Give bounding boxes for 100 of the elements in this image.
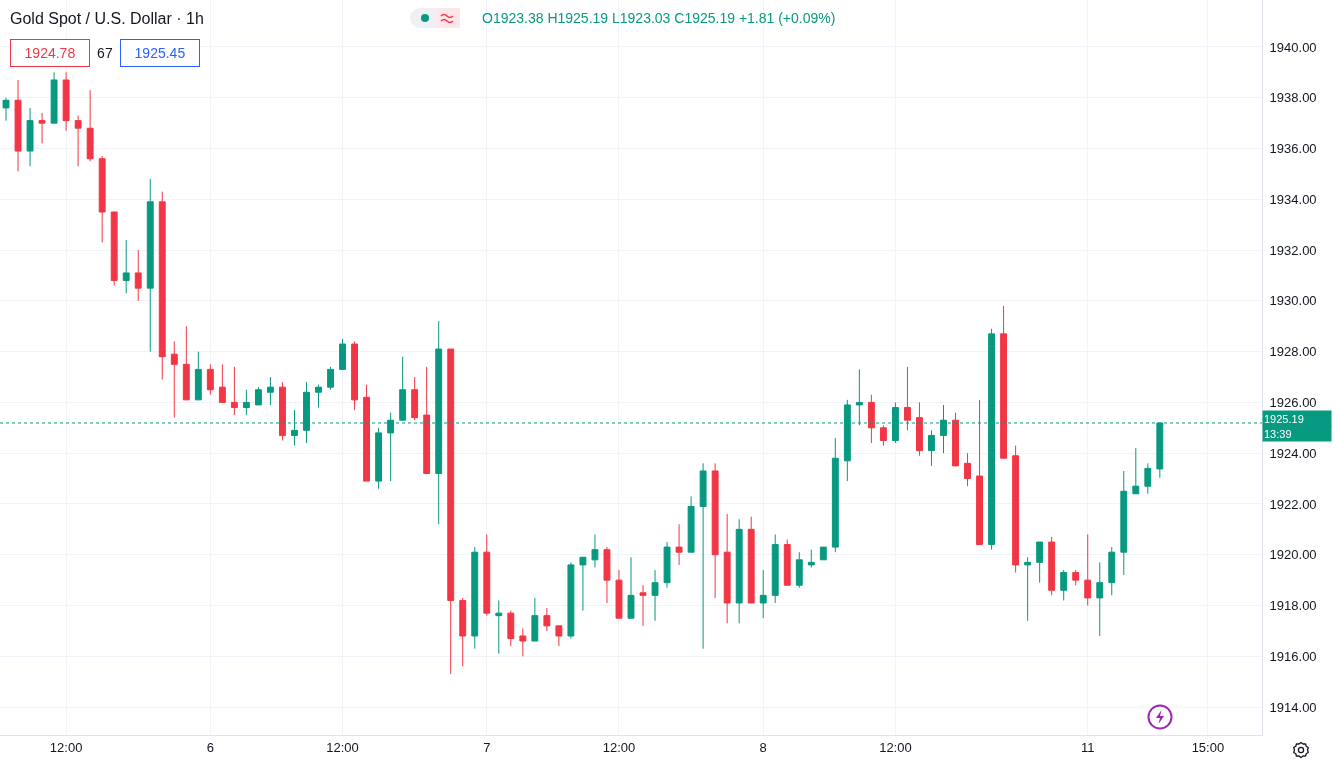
candlestick	[110, 211, 118, 287]
candlestick	[819, 546, 827, 561]
candlestick	[182, 325, 190, 401]
candlestick	[279, 381, 286, 441]
candlestick	[38, 112, 46, 144]
candlestick	[651, 569, 659, 622]
candlestick	[531, 597, 539, 642]
candlestick	[1132, 447, 1140, 495]
candlestick	[1096, 561, 1104, 637]
candlestick	[627, 556, 635, 619]
candlestick	[1048, 536, 1056, 596]
candlestick	[1036, 541, 1044, 584]
x-tick-label: 12:00	[49, 739, 83, 755]
candlestick	[603, 546, 611, 604]
candlestick	[615, 569, 623, 619]
y-tick-label: 1930.00	[1269, 293, 1317, 309]
candlestick	[1000, 305, 1008, 459]
candlestick	[1024, 556, 1032, 622]
candlestick	[928, 429, 935, 467]
candlestick	[483, 533, 491, 617]
y-tick-label: 1916.00	[1269, 648, 1317, 664]
x-tick-label: 7	[483, 739, 491, 755]
candlestick	[1072, 569, 1080, 586]
candlestick	[122, 239, 130, 294]
y-tick-label: 1922.00	[1269, 496, 1317, 512]
y-tick-label: 1926.00	[1269, 394, 1317, 410]
candlestick	[327, 366, 334, 391]
candlestick	[254, 386, 262, 406]
candlestick	[507, 610, 515, 647]
candlestick	[206, 363, 214, 396]
text: Gold Spot / U.S. Dollar · 1h	[10, 9, 204, 27]
candlestick	[831, 437, 839, 553]
candlestick	[315, 384, 322, 408]
candlestick	[759, 569, 767, 619]
candlestick	[1108, 546, 1116, 596]
candlestick	[723, 513, 731, 624]
candlestick	[1084, 533, 1092, 607]
candlestick	[170, 340, 178, 419]
candlestick	[591, 533, 599, 568]
candlestick	[230, 366, 238, 416]
y-tick-label: 1940.00	[1269, 39, 1317, 55]
candlestick	[567, 561, 575, 640]
candlestick	[519, 627, 527, 657]
candlestick	[711, 462, 719, 599]
candlestick	[735, 518, 743, 624]
candlestick	[687, 495, 695, 553]
candlestick	[242, 389, 250, 416]
y-tick-label: 1934.00	[1269, 191, 1317, 207]
annotation: 67	[97, 45, 113, 61]
candlestick	[903, 366, 911, 431]
x-tick-label: 6	[206, 739, 214, 755]
y-tick-label: 1936.00	[1269, 141, 1317, 157]
candlestick	[218, 363, 226, 403]
text: O1923.38 H1925.19 L1923.03 C1925.19 +1.81 (+0.09%)	[482, 10, 836, 26]
candlestick	[771, 533, 779, 604]
candlestick	[158, 191, 166, 381]
candlestick	[26, 107, 34, 167]
candlestick	[266, 376, 274, 406]
candlestick	[675, 523, 683, 566]
x-tick-label: 11	[1080, 739, 1095, 755]
candlestick	[375, 427, 383, 490]
candlestick	[555, 625, 563, 647]
candlestick	[783, 539, 791, 586]
x-tick-label: 12:00	[879, 739, 912, 755]
candlestick	[747, 516, 755, 604]
candlestick	[62, 71, 70, 132]
candlestick	[14, 79, 22, 172]
candlestick	[952, 412, 959, 467]
candlestick	[867, 394, 875, 444]
candlestick	[543, 607, 551, 632]
candlestick	[423, 366, 431, 474]
candlestick	[363, 384, 371, 482]
y-tick-label: 1928.00	[1269, 344, 1317, 360]
ref-line-label: 1925.19	[1264, 412, 1304, 425]
candlestick	[579, 556, 587, 612]
candlestick	[351, 340, 359, 411]
y-tick-label: 1914.00	[1269, 699, 1317, 715]
x-tick-label: 12:00	[326, 739, 359, 755]
candlestick	[447, 348, 455, 675]
candlestick	[50, 71, 58, 124]
candlestick	[795, 551, 803, 589]
candlestick	[86, 89, 94, 162]
candlestick	[339, 338, 346, 370]
candlestick	[1144, 462, 1152, 495]
y-tick-label: 1918.00	[1269, 598, 1317, 614]
y-tick-label: 1920.00	[1269, 547, 1317, 563]
x-tick-label: 8	[759, 739, 767, 755]
candlestick	[146, 178, 154, 353]
candlestick	[1012, 445, 1020, 574]
candlestick	[699, 462, 707, 650]
candlestick	[194, 351, 202, 401]
candlestick	[1120, 470, 1128, 576]
candlestick	[916, 401, 923, 457]
candlestick	[495, 599, 503, 655]
candlestick	[1060, 569, 1068, 601]
x-tick-label: 15:00	[1191, 739, 1225, 755]
candlestick	[134, 249, 142, 302]
candlestick	[74, 115, 82, 167]
y-tick-label: 1924.00	[1269, 445, 1317, 461]
candlestick	[98, 155, 106, 243]
